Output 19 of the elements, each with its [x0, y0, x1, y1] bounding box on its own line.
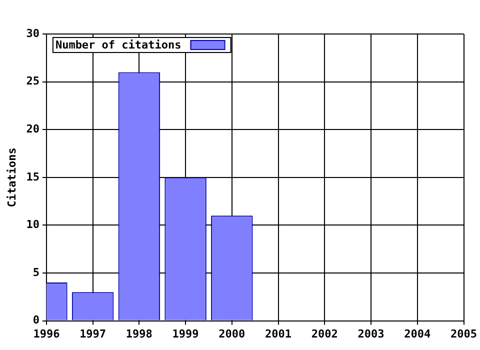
x-tick-label: 2005 [450, 327, 478, 340]
x-tick-label: 2004 [404, 327, 432, 340]
y-tick-label: 20 [26, 122, 40, 136]
y-tick-label: 5 [32, 266, 40, 279]
x-tick-label: 2003 [358, 327, 384, 340]
x-tick-label: 1997 [80, 327, 106, 340]
x-tick-label: 1998 [126, 327, 152, 340]
y-tick-label: 25 [26, 74, 40, 88]
x-tick-label: 2000 [218, 327, 246, 340]
x-tick-label: 2001 [265, 327, 292, 340]
x-tick-label: 1999 [172, 327, 199, 340]
x-tick-label: 2002 [311, 327, 338, 340]
legend-label: Number of citations [55, 38, 182, 52]
y-axis-title: Citations [5, 148, 18, 208]
y-tick-label: 10 [26, 218, 40, 232]
y-tick-label: 30 [26, 26, 40, 40]
y-tick-label: 15 [26, 170, 40, 184]
x-tick-label: 1996 [33, 327, 60, 340]
y-tick-label: 0 [32, 314, 40, 327]
